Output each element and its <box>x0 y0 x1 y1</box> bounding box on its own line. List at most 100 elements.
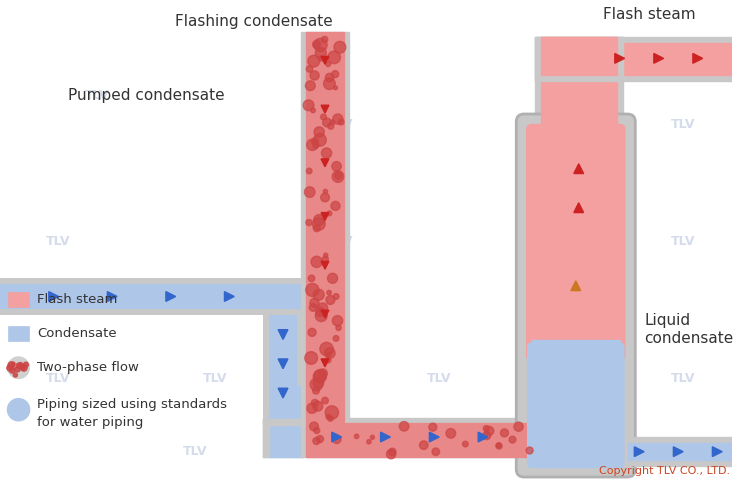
Bar <box>0 284 302 309</box>
Polygon shape <box>332 432 341 442</box>
Circle shape <box>23 362 28 367</box>
Circle shape <box>313 218 326 230</box>
Circle shape <box>307 139 318 150</box>
Text: TLV: TLV <box>329 235 354 248</box>
Polygon shape <box>574 164 584 173</box>
Circle shape <box>509 436 516 443</box>
Polygon shape <box>107 292 117 301</box>
Text: TLV: TLV <box>524 235 549 248</box>
Circle shape <box>313 438 320 444</box>
Circle shape <box>320 114 326 120</box>
Bar <box>532 341 620 462</box>
Circle shape <box>306 220 312 225</box>
Bar <box>307 32 344 422</box>
Circle shape <box>318 303 328 313</box>
FancyBboxPatch shape <box>526 124 626 361</box>
Circle shape <box>313 387 320 394</box>
Bar <box>269 425 302 457</box>
Circle shape <box>314 127 324 137</box>
Circle shape <box>310 71 320 80</box>
Circle shape <box>322 397 328 404</box>
Circle shape <box>432 448 439 456</box>
Circle shape <box>19 363 22 367</box>
Circle shape <box>328 416 333 421</box>
Polygon shape <box>571 281 580 291</box>
Circle shape <box>334 86 338 90</box>
Circle shape <box>330 120 335 124</box>
Bar <box>263 419 302 425</box>
Circle shape <box>303 100 314 111</box>
Circle shape <box>399 421 409 431</box>
Circle shape <box>324 253 328 257</box>
Circle shape <box>320 343 333 356</box>
Circle shape <box>10 368 15 373</box>
Circle shape <box>327 290 332 295</box>
Circle shape <box>310 298 319 307</box>
Polygon shape <box>321 261 329 269</box>
Circle shape <box>314 134 326 146</box>
Circle shape <box>419 441 428 449</box>
Bar <box>535 37 622 134</box>
Circle shape <box>386 449 396 459</box>
Bar <box>269 315 297 457</box>
Polygon shape <box>654 53 664 63</box>
Text: Liquid
condensate: Liquid condensate <box>644 314 734 346</box>
Text: TLV: TLV <box>524 118 549 131</box>
Circle shape <box>7 365 13 371</box>
Bar <box>535 37 736 81</box>
Bar <box>541 37 616 134</box>
Circle shape <box>514 422 523 431</box>
Circle shape <box>332 162 341 171</box>
FancyBboxPatch shape <box>516 114 635 477</box>
Text: Flash steam: Flash steam <box>37 293 118 306</box>
Polygon shape <box>478 432 488 442</box>
Circle shape <box>314 427 320 434</box>
Circle shape <box>8 399 29 420</box>
Text: TLV: TLV <box>86 89 109 102</box>
Polygon shape <box>321 213 329 220</box>
Circle shape <box>446 429 456 438</box>
Text: Flash steam: Flash steam <box>603 7 695 22</box>
Circle shape <box>310 108 316 113</box>
Circle shape <box>333 114 343 124</box>
Polygon shape <box>380 432 390 442</box>
Circle shape <box>496 443 501 448</box>
Circle shape <box>332 171 344 182</box>
Circle shape <box>322 256 328 262</box>
Circle shape <box>310 422 319 431</box>
Circle shape <box>8 362 15 368</box>
Bar <box>263 315 302 457</box>
Circle shape <box>496 443 502 449</box>
Bar <box>263 419 518 457</box>
Circle shape <box>332 71 339 77</box>
Text: TLV: TLV <box>46 372 70 385</box>
Circle shape <box>313 401 322 411</box>
Polygon shape <box>278 359 288 368</box>
Polygon shape <box>321 56 329 64</box>
Circle shape <box>327 211 332 216</box>
Polygon shape <box>321 159 329 167</box>
Text: Condensate: Condensate <box>37 327 117 340</box>
Circle shape <box>313 41 320 49</box>
Circle shape <box>325 348 335 358</box>
Circle shape <box>322 118 332 127</box>
Circle shape <box>308 328 316 336</box>
Text: TLV: TLV <box>329 118 354 131</box>
Circle shape <box>21 365 27 371</box>
Circle shape <box>308 55 320 67</box>
Polygon shape <box>674 447 683 457</box>
Circle shape <box>321 193 329 202</box>
Wedge shape <box>269 386 302 419</box>
Circle shape <box>326 357 331 363</box>
Text: TLV: TLV <box>183 445 208 458</box>
Circle shape <box>328 123 334 129</box>
Circle shape <box>388 448 396 456</box>
Circle shape <box>355 434 358 439</box>
Circle shape <box>484 426 494 435</box>
Circle shape <box>326 62 331 67</box>
Polygon shape <box>615 53 625 63</box>
Circle shape <box>338 119 344 125</box>
Polygon shape <box>712 447 722 457</box>
Polygon shape <box>430 432 439 442</box>
Text: TLV: TLV <box>671 235 695 248</box>
